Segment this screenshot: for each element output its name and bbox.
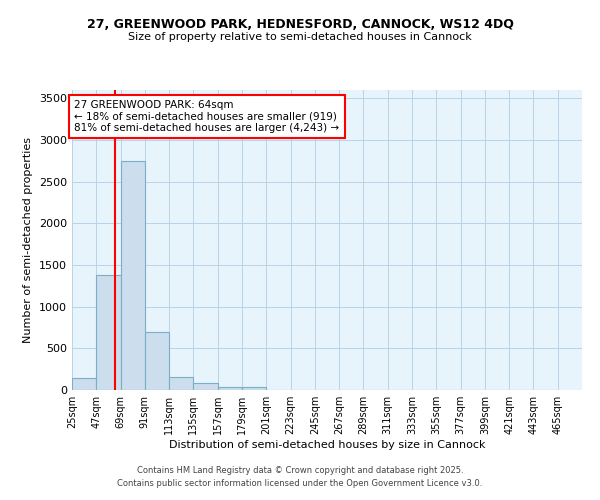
Bar (169, 377, 193, 390)
Text: 27, GREENWOOD PARK, HEDNESFORD, CANNOCK, WS12 4DQ: 27, GREENWOOD PARK, HEDNESFORD, CANNOCK,… (86, 18, 514, 30)
Bar (121, 161, 145, 390)
Text: Size of property relative to semi-detached houses in Cannock: Size of property relative to semi-detach… (128, 32, 472, 42)
Text: 27 GREENWOOD PARK: 64sqm
← 18% of semi-detached houses are smaller (919)
81% of : 27 GREENWOOD PARK: 64sqm ← 18% of semi-d… (74, 100, 340, 133)
Bar (96, 275, 121, 390)
Y-axis label: Number of semi-detached properties: Number of semi-detached properties (23, 137, 34, 343)
Bar (218, 386, 242, 390)
Text: Contains HM Land Registry data © Crown copyright and database right 2025.
Contai: Contains HM Land Registry data © Crown c… (118, 466, 482, 487)
Bar (242, 387, 266, 390)
X-axis label: Distribution of semi-detached houses by size in Cannock: Distribution of semi-detached houses by … (169, 440, 485, 450)
Bar (72, 378, 96, 390)
Bar (193, 383, 218, 390)
Bar (145, 332, 169, 390)
